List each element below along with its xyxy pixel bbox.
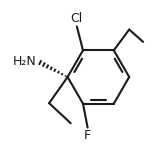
- Text: H₂N: H₂N: [13, 55, 37, 68]
- Text: F: F: [84, 129, 91, 142]
- Text: Cl: Cl: [71, 12, 83, 25]
